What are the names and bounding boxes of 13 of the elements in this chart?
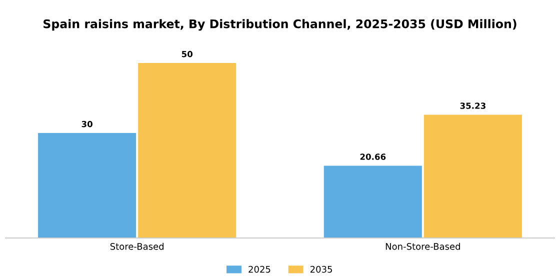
data-label: 35.23 <box>460 102 486 109</box>
chart-title: Spain raisins market, By Distribution Channel, 2025-2035 (USD Million) <box>44 19 516 31</box>
bar <box>138 63 236 238</box>
bar <box>38 133 136 238</box>
legend-label: 2025 <box>248 266 270 273</box>
x-tick-label: Store-Based <box>110 242 164 250</box>
x-tick-label: Non-Store-Based <box>386 242 460 250</box>
bar <box>324 166 422 238</box>
data-label: 50 <box>182 50 193 58</box>
data-label: 30 <box>82 120 92 128</box>
bar <box>424 114 522 238</box>
data-label: 20.66 <box>360 154 386 160</box>
legend-label: 2035 <box>310 266 332 273</box>
